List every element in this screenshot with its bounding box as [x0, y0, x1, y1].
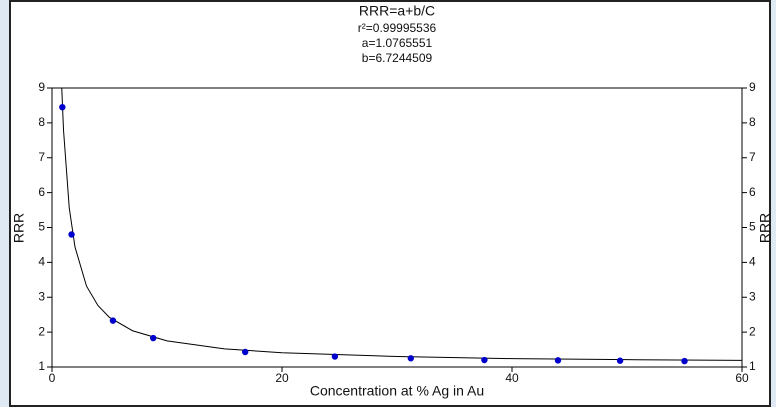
- y2-tick-label: 4: [749, 255, 756, 269]
- y2-tick-label: 8: [749, 115, 756, 129]
- data-point: [481, 356, 488, 364]
- y-tick-label: 6: [38, 185, 45, 199]
- panel: [9, 0, 771, 407]
- x-tick-label: 0: [49, 371, 56, 385]
- data-point: [407, 355, 414, 362]
- y-tick-label: 4: [38, 255, 45, 269]
- x-tick-label: 40: [505, 371, 519, 385]
- y2-tick-label: 3: [749, 289, 756, 303]
- chart-title: RRR=a+b/C: [359, 3, 435, 19]
- x-tick-label: 20: [275, 371, 289, 385]
- fit-curve: [61, 88, 743, 361]
- annotation: r²=0.99995536: [358, 21, 437, 35]
- y-tick-label: 9: [38, 80, 45, 94]
- annotation: b=6.7244509: [362, 51, 433, 65]
- annotation: a=1.0765551: [362, 36, 433, 50]
- data-point: [616, 357, 624, 364]
- y-tick-label: 1: [38, 359, 45, 373]
- y2-axis-title: RRR: [757, 213, 773, 243]
- y-tick-label: 8: [38, 115, 45, 129]
- y2-tick-label: 1: [749, 359, 756, 373]
- data-point: [681, 357, 688, 365]
- y-tick-label: 7: [38, 150, 45, 164]
- x-axis-title: Concentration at % Ag in Au: [310, 383, 484, 399]
- data-point: [109, 317, 117, 324]
- y-axis-title: RRR: [11, 213, 27, 243]
- data-point: [59, 103, 66, 111]
- x-tick-label: 60: [735, 371, 749, 385]
- y2-tick-label: 7: [749, 150, 756, 164]
- data-point: [331, 353, 339, 360]
- y2-tick-label: 9: [749, 80, 756, 94]
- data-point: [242, 348, 249, 356]
- y2-tick-label: 2: [749, 324, 756, 338]
- data-point: [68, 231, 75, 238]
- y-tick-label: 3: [38, 289, 45, 303]
- y2-tick-label: 6: [749, 185, 756, 199]
- y-tick-label: 2: [38, 324, 45, 338]
- data-point: [150, 334, 157, 342]
- y2-tick-label: 5: [749, 220, 756, 234]
- data-point: [554, 357, 562, 364]
- y-tick-label: 5: [38, 220, 45, 234]
